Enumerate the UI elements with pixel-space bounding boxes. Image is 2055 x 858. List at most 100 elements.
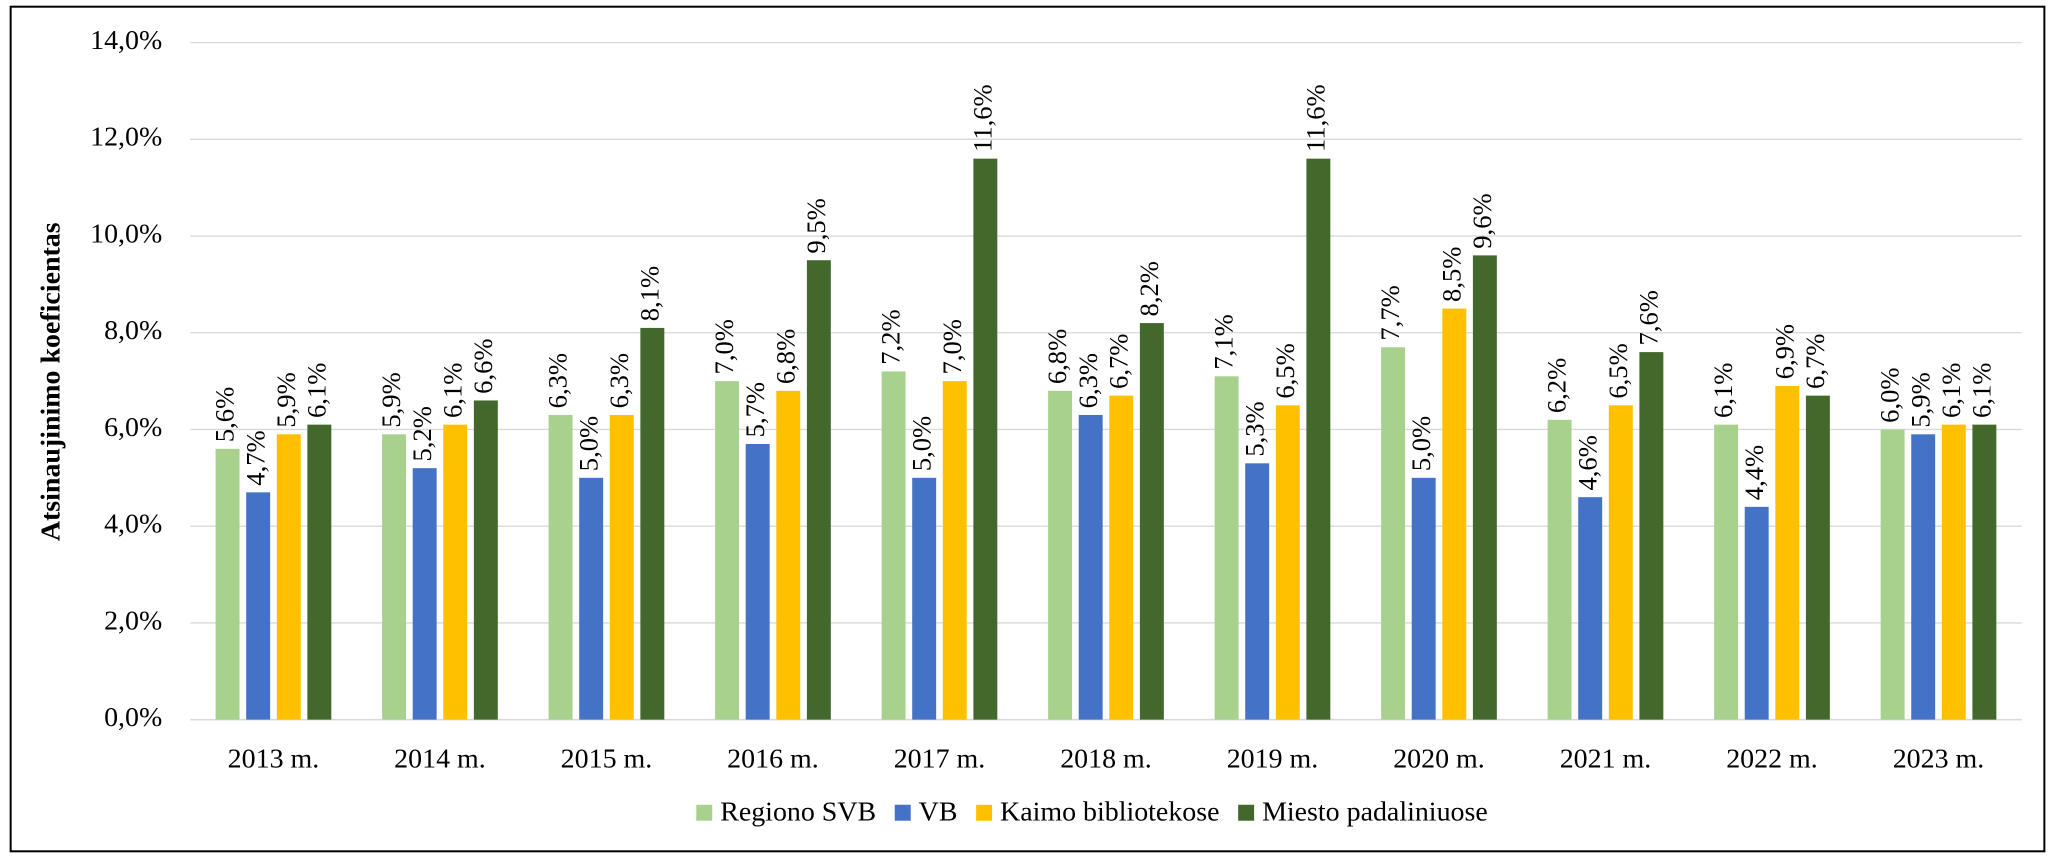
value-label: 5,9%	[271, 372, 301, 427]
value-label: 6,1%	[1936, 363, 1966, 418]
legend-label: Miesto padaliniuose	[1262, 796, 1488, 827]
x-tick-label: 2014 m.	[394, 743, 486, 774]
bar	[1139, 323, 1164, 720]
value-label: 7,0%	[937, 319, 967, 374]
bar	[1911, 434, 1936, 720]
bar	[412, 468, 437, 720]
y-tick-label: 8,0%	[104, 315, 162, 346]
bar	[579, 477, 604, 720]
value-label: 5,0%	[1406, 416, 1436, 471]
value-label: 7,6%	[1633, 290, 1663, 345]
bar	[745, 443, 770, 720]
value-label: 4,4%	[1739, 445, 1769, 500]
value-label: 7,0%	[709, 319, 739, 374]
value-label: 6,7%	[1800, 334, 1830, 389]
bar	[1972, 424, 1997, 720]
value-label: 6,8%	[770, 329, 800, 384]
y-tick-label: 6,0%	[104, 412, 162, 443]
y-tick-label: 14,0%	[90, 25, 162, 56]
bar	[609, 414, 634, 720]
value-label: 9,6%	[1467, 193, 1497, 248]
value-label: 8,2%	[1134, 261, 1164, 316]
x-tick-label: 2013 m.	[228, 743, 320, 774]
legend-label: Kaimo bibliotekose	[1000, 796, 1219, 827]
value-label: 5,7%	[740, 382, 770, 437]
value-label: 11,6%	[1300, 84, 1330, 152]
value-label: 5,9%	[376, 372, 406, 427]
y-tick-label: 2,0%	[104, 605, 162, 636]
bar	[1639, 352, 1664, 720]
bar	[1744, 506, 1769, 720]
x-tick-label: 2021 m.	[1560, 743, 1652, 774]
bar	[942, 381, 967, 720]
value-label: 8,1%	[634, 266, 664, 321]
value-label: 9,5%	[801, 198, 831, 253]
legend-swatch	[976, 804, 993, 821]
value-label: 6,1%	[437, 363, 467, 418]
bar	[382, 434, 407, 720]
value-label: 6,1%	[1966, 363, 1996, 418]
value-label: 6,3%	[543, 353, 573, 408]
y-axis-title: Atsinaujinimo koeficientas	[36, 222, 67, 541]
value-label: 6,9%	[1769, 324, 1799, 379]
bar	[1805, 395, 1830, 720]
value-label: 6,1%	[1708, 363, 1738, 418]
x-tick-label: 2019 m.	[1227, 743, 1319, 774]
value-label: 4,7%	[240, 430, 270, 485]
value-label: 5,9%	[1905, 372, 1935, 427]
bar	[473, 400, 498, 720]
bar	[806, 260, 831, 720]
bar	[307, 424, 332, 720]
value-label: 6,0%	[1875, 367, 1905, 422]
bar	[1381, 347, 1406, 720]
x-tick-label: 2023 m.	[1893, 743, 1985, 774]
value-label: 6,7%	[1103, 334, 1133, 389]
bar	[1275, 405, 1300, 720]
y-tick-label: 10,0%	[90, 218, 162, 249]
value-label: 7,1%	[1209, 314, 1239, 369]
bar	[246, 492, 271, 720]
x-tick-label: 2017 m.	[894, 743, 986, 774]
value-label: 5,3%	[1239, 401, 1269, 456]
x-tick-label: 2015 m.	[561, 743, 653, 774]
value-label: 6,6%	[468, 338, 498, 393]
value-label: 5,6%	[210, 387, 240, 442]
bar	[1411, 477, 1436, 720]
value-label: 5,0%	[573, 416, 603, 471]
x-tick-label: 2022 m.	[1726, 743, 1818, 774]
bar	[1214, 376, 1239, 720]
bar	[881, 371, 906, 720]
bar	[1714, 424, 1739, 720]
value-label: 6,5%	[1603, 343, 1633, 398]
bar	[1442, 308, 1467, 720]
bar	[1578, 497, 1603, 720]
bar	[1472, 255, 1497, 720]
x-tick-label: 2016 m.	[727, 743, 819, 774]
bar	[973, 158, 998, 720]
bar	[912, 477, 937, 720]
legend-swatch	[894, 804, 911, 821]
y-tick-label: 4,0%	[104, 509, 162, 540]
bar	[1941, 424, 1966, 720]
value-label: 7,7%	[1375, 285, 1405, 340]
bar	[276, 434, 301, 720]
value-label: 6,8%	[1042, 329, 1072, 384]
bar	[1078, 414, 1103, 720]
value-label: 4,6%	[1572, 435, 1602, 490]
x-tick-label: 2018 m.	[1060, 743, 1152, 774]
bar	[443, 424, 468, 720]
bar	[1608, 405, 1633, 720]
y-tick-label: 0,0%	[104, 702, 162, 733]
bar	[215, 448, 240, 720]
bar	[1547, 419, 1572, 720]
bar	[1775, 385, 1800, 720]
value-label: 6,1%	[301, 363, 331, 418]
bar	[776, 390, 801, 720]
value-label: 11,6%	[967, 84, 997, 152]
legend-swatch	[696, 804, 713, 821]
bar	[1109, 395, 1134, 720]
bar	[1048, 390, 1073, 720]
legend-label: VB	[919, 796, 958, 827]
y-tick-label: 12,0%	[90, 122, 162, 153]
